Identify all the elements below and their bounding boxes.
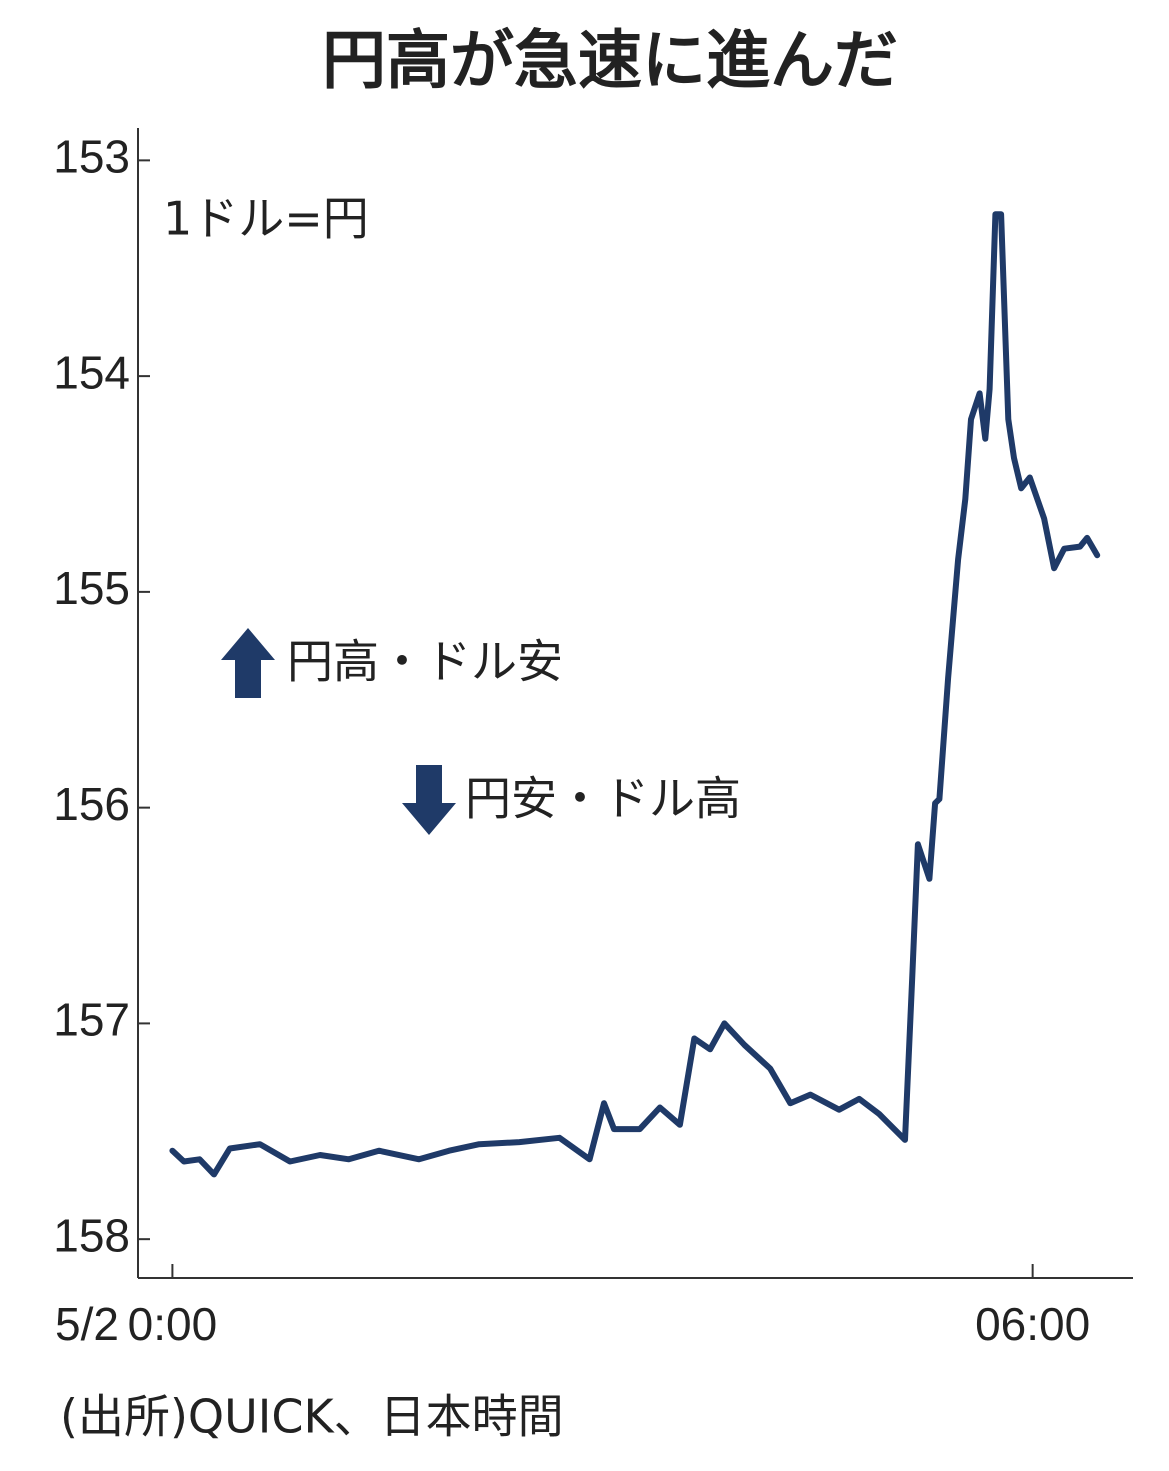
y-tick-label: 158 xyxy=(53,1209,130,1261)
y-tick-label: 153 xyxy=(53,131,130,183)
annotation: 円高・ドル安 xyxy=(287,635,563,689)
annotation: 円安・ドル高 xyxy=(465,772,741,826)
y-tick-label: 156 xyxy=(53,778,130,830)
source: (出所)QUICK、日本時間 xyxy=(60,1390,564,1444)
x-tick-label: 06:00 xyxy=(975,1298,1090,1350)
up-arrow xyxy=(221,628,275,698)
down-arrow xyxy=(402,765,456,835)
date-label: 5/2 xyxy=(55,1298,119,1350)
price-line xyxy=(169,211,1101,1178)
unit-label: 1ドル=円 xyxy=(163,192,369,246)
y-tick-label: 154 xyxy=(53,346,130,398)
x-tick-label: 0:00 xyxy=(128,1298,218,1350)
y-tick-label: 155 xyxy=(53,562,130,614)
y-tick-label: 157 xyxy=(53,994,130,1046)
chart-title: 円高が急速に進んだ xyxy=(322,25,898,99)
